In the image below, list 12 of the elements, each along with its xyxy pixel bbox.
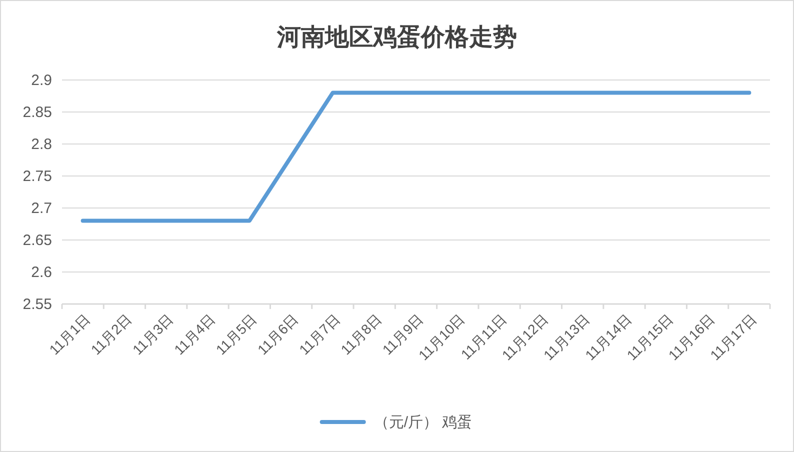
ytick: 2.65 (22, 232, 52, 249)
legend-label: （元/斤） 鸡蛋 (374, 414, 472, 431)
ytick: 2.6 (31, 264, 52, 281)
ytick: 2.75 (22, 168, 52, 185)
ytick: 2.55 (22, 296, 52, 313)
ytick: 2.8 (31, 136, 52, 153)
legend: （元/斤） 鸡蛋 (320, 414, 472, 431)
ytick: 2.9 (31, 72, 52, 89)
title: 河南地区鸡蛋价格走势 (277, 24, 517, 51)
xtick: 11月1日 (46, 310, 93, 358)
ytick: 2.85 (22, 104, 52, 121)
ytick: 2.7 (31, 200, 52, 217)
